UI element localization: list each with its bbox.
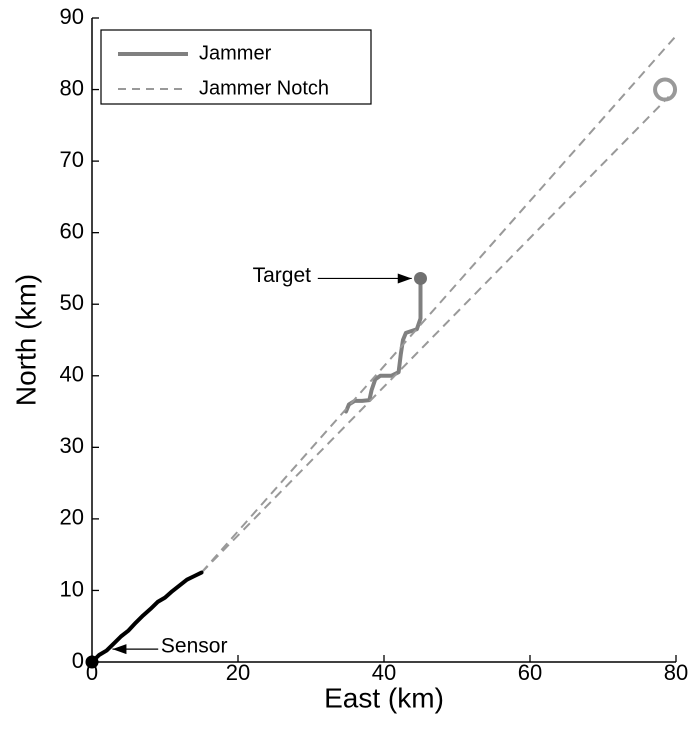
y-tick-label-20: 20 <box>60 505 84 530</box>
x-tick-label-0: 0 <box>86 660 98 685</box>
jammer-track-line <box>344 276 423 414</box>
sensor-annotation-arrowhead <box>112 644 127 655</box>
ticks-layer: 0 20 40 60 80 0 10 20 30 40 50 60 70 80 90 <box>60 4 689 685</box>
x-tick-label-80: 80 <box>664 660 688 685</box>
y-axis-title: North (km) <box>10 274 41 406</box>
target-marker <box>414 271 427 285</box>
legend-label-jammer: Jammer <box>199 42 272 64</box>
y-tick-label-0: 0 <box>72 648 84 673</box>
annotation-layer: Target Sensor <box>112 264 412 658</box>
y-tick-label-50: 50 <box>60 290 84 315</box>
y-tick-label-10: 10 <box>60 576 84 601</box>
sensor-annotation-label: Sensor <box>161 635 228 658</box>
end-ring-marker <box>653 77 678 102</box>
x-tick-label-20: 20 <box>226 660 250 685</box>
y-tick-label-80: 80 <box>60 75 84 100</box>
target-annotation-label: Target <box>253 264 312 287</box>
y-tick-label-90: 90 <box>60 4 84 29</box>
legend-box <box>100 29 372 105</box>
legend-label-jammer-notch: Jammer Notch <box>199 77 329 99</box>
y-tick-label-40: 40 <box>60 362 84 387</box>
x-tick-label-60: 60 <box>518 660 542 685</box>
data-layer <box>85 35 678 669</box>
y-tick-label-60: 60 <box>60 218 84 243</box>
jammer-notch-line-0 <box>200 35 677 574</box>
legend: Jammer Jammer Notch <box>100 29 372 105</box>
x-tick-label-40: 40 <box>372 660 396 685</box>
y-tick-label-70: 70 <box>60 147 84 172</box>
x-axis-title: East (km) <box>324 682 444 713</box>
jammer-notch-line-1 <box>200 96 670 574</box>
sensor-track-line <box>90 570 204 664</box>
y-tick-label-30: 30 <box>60 433 84 458</box>
target-annotation-arrowhead <box>397 273 412 284</box>
